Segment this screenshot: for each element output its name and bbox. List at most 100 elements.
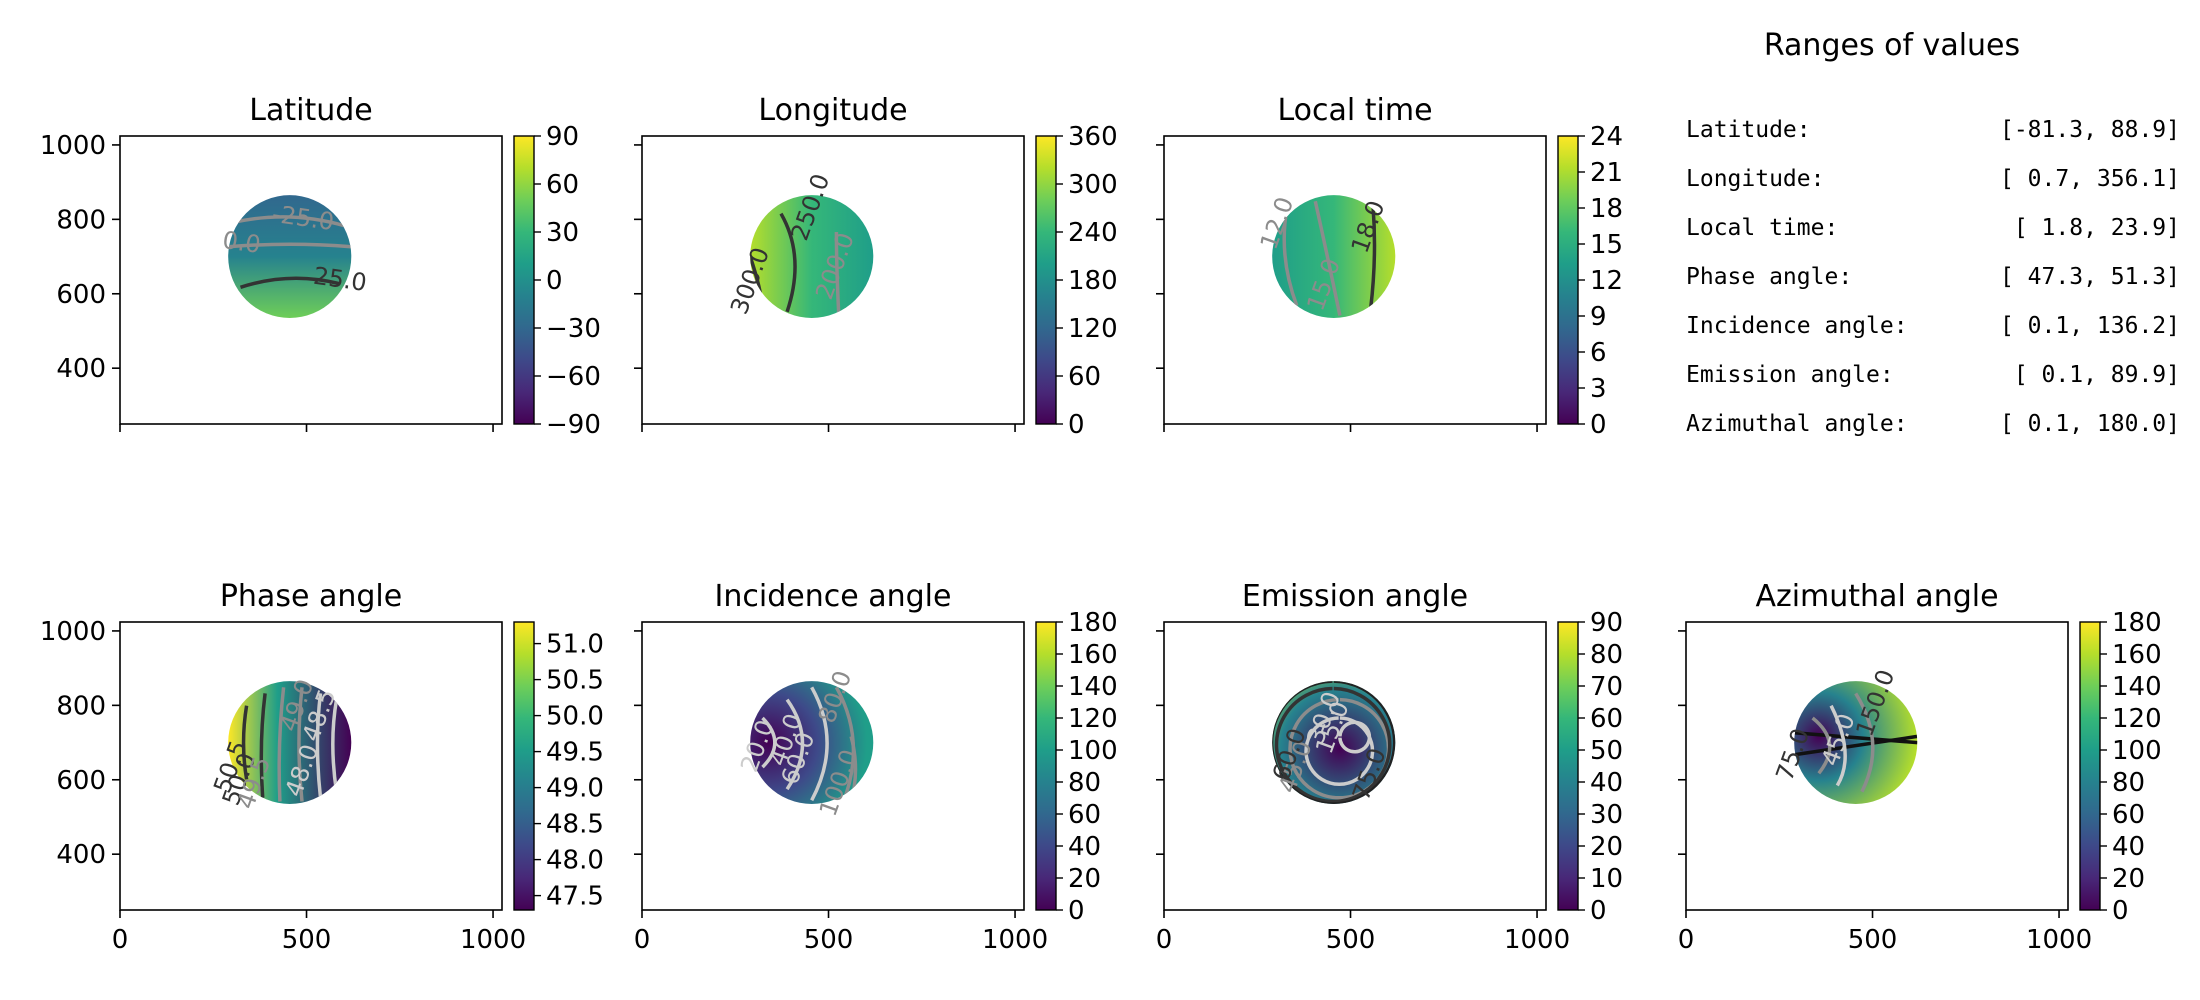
y-tick-label: 400 — [56, 840, 106, 870]
colorbar-tick-label: 80 — [1590, 640, 1623, 670]
colorbar-tick-label: 60 — [1590, 704, 1623, 734]
y-tick-label: 600 — [56, 280, 106, 310]
colorbar-tick-label: 70 — [1590, 672, 1623, 702]
contour-line — [834, 231, 841, 316]
colorbar-tick-label: 100 — [2112, 736, 2162, 766]
contour-line — [1368, 207, 1377, 309]
colorbar-tick-label: 21 — [1590, 158, 1623, 188]
colorbar-tick-label: 9 — [1590, 302, 1607, 332]
colorbar-tick-label: 40 — [1068, 832, 1101, 862]
colorbar-tick-label: 140 — [2112, 672, 2162, 702]
colorbar-tick-label: 51.0 — [546, 630, 604, 660]
range-value: [ 0.1, 89.9] — [2014, 362, 2180, 388]
colorbar-tick-label: 160 — [2112, 640, 2162, 670]
colorbar-tick-label: 10 — [1590, 864, 1623, 894]
y-tick-label: 800 — [56, 205, 106, 235]
contour-line — [1811, 716, 1832, 775]
contour-line — [297, 687, 304, 802]
axes-frame — [119, 135, 503, 425]
x-tick-label: 500 — [804, 925, 854, 955]
range-value: [-81.3, 88.9] — [2000, 117, 2180, 143]
panel-latitude: Latitude-25.00.025.010008006004009060300… — [40, 93, 601, 440]
colorbar-tick-label: 0 — [1590, 410, 1607, 440]
panel-title: Local time — [1277, 93, 1432, 128]
colorbar-tick-label: 49.5 — [546, 738, 604, 768]
colorbar — [1035, 621, 1057, 911]
range-value: [ 0.7, 356.1] — [2000, 166, 2180, 192]
x-tick-label: 1000 — [982, 925, 1048, 955]
colorbar-tick-label: 90 — [546, 122, 579, 152]
x-tick-label: 1000 — [1504, 925, 1570, 955]
colorbar-tick-label: 48.5 — [546, 810, 604, 840]
contour-lines — [1794, 692, 1918, 793]
colorbar-tick-label: 20 — [2112, 864, 2145, 894]
contour-line — [1274, 686, 1392, 804]
x-tick-label: 0 — [1156, 925, 1173, 955]
colorbar-tick-label: 360 — [1068, 122, 1118, 152]
disk-image — [228, 681, 352, 804]
colorbar — [513, 621, 535, 911]
contour-line — [241, 705, 249, 780]
colorbar-tick-label: 80 — [2112, 768, 2145, 798]
colorbar — [1557, 135, 1579, 425]
contour-line — [331, 699, 339, 792]
x-tick-label: 1000 — [2026, 925, 2092, 955]
colorbar-tick-label: 47.5 — [546, 882, 604, 912]
y-tick-label: 400 — [56, 354, 106, 384]
colorbar-tick-label: 12 — [1590, 266, 1623, 296]
x-tick-label: 500 — [282, 925, 332, 955]
colorbar-tick-label: 50.5 — [546, 666, 604, 696]
contour-line — [761, 716, 777, 769]
x-tick-label: 0 — [634, 925, 651, 955]
x-tick-label: 500 — [1848, 925, 1898, 955]
contour-line — [239, 276, 340, 289]
colorbar-tick-label: 0 — [1068, 896, 1085, 926]
contour-line — [1313, 200, 1342, 316]
panel-title: Latitude — [249, 93, 372, 128]
colorbar-tick-label: 50 — [1590, 736, 1623, 766]
colorbar-tick-label: 48.0 — [546, 846, 604, 876]
colorbar-tick-label: 90 — [1590, 608, 1623, 638]
y-tick-label: 600 — [56, 766, 106, 796]
colorbar-tick-label: 18 — [1590, 194, 1623, 224]
contour-label: 0.0 — [221, 226, 263, 259]
colorbar-tick-label: 180 — [1068, 266, 1118, 296]
disk-image — [750, 195, 874, 318]
y-tick-label: 1000 — [40, 131, 106, 161]
contour-line — [1288, 697, 1391, 800]
contour-line — [1304, 716, 1375, 787]
axes-frame — [1685, 621, 2069, 911]
x-tick-label: 0 — [1678, 925, 1695, 955]
colorbar-tick-label: 49.0 — [546, 774, 604, 804]
ranges-title: Ranges of values — [1764, 28, 2020, 63]
colorbar-tick-label: 180 — [1068, 608, 1118, 638]
contour-lines — [241, 687, 339, 802]
panel-title: Emission angle — [1242, 579, 1468, 614]
colorbar-tick-label: −60 — [546, 362, 601, 392]
range-value: [ 47.3, 51.3] — [2000, 264, 2180, 290]
contour-line — [277, 687, 286, 802]
range-label: Azimuthal angle: — [1686, 411, 1908, 437]
colorbar-tick-label: 30 — [546, 218, 579, 248]
colorbar-tick-label: 60 — [546, 170, 579, 200]
range-label: Latitude: — [1686, 117, 1811, 143]
contour-line — [1794, 734, 1918, 757]
colorbar-tick-label: −90 — [546, 410, 601, 440]
colorbar-tick-label: 30 — [1590, 800, 1623, 830]
panel-phase-angle: Phase angle 49.0 48.5 48.0 50.5 50.0 49.5 0 500 1… — [40, 579, 604, 955]
colorbar-tick-label: 6 — [1590, 338, 1607, 368]
range-value: [ 1.8, 23.9] — [2014, 215, 2180, 241]
colorbar-tick-label: 60 — [2112, 800, 2145, 830]
x-tick-label: 1000 — [460, 925, 526, 955]
contour-line — [228, 242, 352, 249]
colorbar-tick-label: 40 — [2112, 832, 2145, 862]
range-label: Incidence angle: — [1686, 313, 1908, 339]
colorbar-tick-label: 24 — [1590, 122, 1623, 152]
colorbar-tick-label: 300 — [1068, 170, 1118, 200]
axes-frame — [119, 621, 503, 911]
axes-frame — [1163, 135, 1547, 425]
disk-image — [228, 195, 352, 318]
contour-lines — [228, 215, 352, 289]
range-label: Phase angle: — [1686, 264, 1852, 290]
